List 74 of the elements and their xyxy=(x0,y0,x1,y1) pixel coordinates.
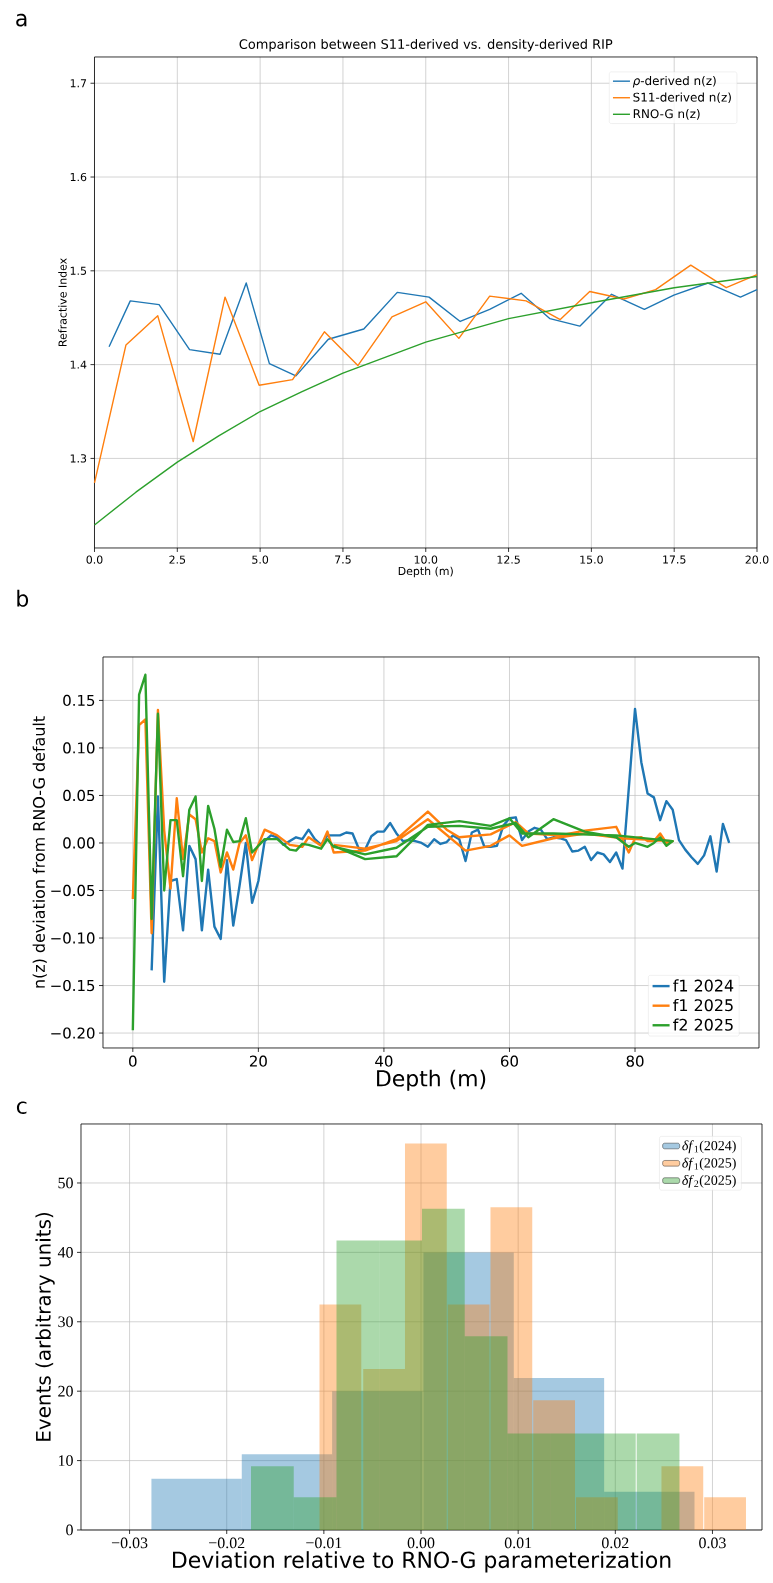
legend-label: f2 2025 xyxy=(673,1018,733,1031)
x-tick-label: 2.5 xyxy=(169,555,186,564)
x-tick-label: −0.01 xyxy=(306,1537,342,1549)
y-tick-label: −0.10 xyxy=(51,932,95,944)
line-series xyxy=(94,275,758,526)
line-series xyxy=(108,282,758,377)
bar xyxy=(379,1240,423,1530)
x-tick-label: 7.5 xyxy=(335,555,351,564)
x-tick-label: 40 xyxy=(375,1055,393,1067)
y-tick-label: 1.6 xyxy=(71,172,87,182)
bar xyxy=(336,1240,380,1530)
x-tick-label: 12.5 xyxy=(497,555,521,564)
text: b xyxy=(17,589,29,607)
y-tick-label: 1.3 xyxy=(71,454,87,463)
legend-label: δf$_{2}$(2025) xyxy=(682,1174,737,1188)
bar xyxy=(550,1433,594,1530)
x-tick-label: 15.0 xyxy=(580,555,604,564)
bar xyxy=(507,1433,551,1530)
x-tick-label: 0.03 xyxy=(699,1537,727,1549)
y-tick-label: 50 xyxy=(58,1177,74,1189)
line-series xyxy=(94,264,758,484)
y-tick-label: 20 xyxy=(58,1385,74,1397)
y-tick-label: 10 xyxy=(59,1455,74,1466)
x-axis-title: Deviation relative to RNO-G parameterization xyxy=(173,1551,671,1573)
legend-label: δf$_{1}$(2025) xyxy=(682,1157,737,1171)
bar xyxy=(704,1497,747,1530)
legend-label: RNO-G n(z) xyxy=(634,109,700,120)
y-tick-label: 0.15 xyxy=(63,694,95,707)
x-axis-title: Depth (m) xyxy=(377,1069,486,1091)
y-axis-title: Events (arbitrary units) xyxy=(35,1212,55,1441)
x-tick-label: 0.01 xyxy=(505,1537,532,1549)
x-tick-label: 0.00 xyxy=(407,1537,435,1549)
bar xyxy=(636,1433,680,1530)
legend-label: S11-derived n(z) xyxy=(633,92,732,104)
text: a xyxy=(16,13,27,27)
y-tick-label: 30 xyxy=(58,1316,74,1328)
x-tick-label: 0.02 xyxy=(602,1537,629,1549)
y-tick-label: −0.20 xyxy=(51,1027,95,1039)
y-tick-label: 0 xyxy=(66,1524,74,1536)
x-tick-label: 10.0 xyxy=(414,555,438,564)
x-tick-label: 0 xyxy=(129,1055,137,1067)
legend-label: ρ-derived n(z) xyxy=(633,75,716,88)
y-axis-title: Refractive Index xyxy=(58,258,67,346)
legend-label: f1 2024 xyxy=(673,979,734,992)
y-tick-label: 1.5 xyxy=(71,266,87,275)
y-axis-title: n(z) deviation from RNO-G default xyxy=(32,716,48,988)
y-tick-label: 0.00 xyxy=(63,837,95,849)
y-tick-label: 0.05 xyxy=(63,789,95,802)
x-tick-label: −0.03 xyxy=(112,1537,148,1549)
legend-label: δf$_{1}$(2024) xyxy=(682,1140,737,1154)
chart-title: Comparison between S11-derived vs. density-derived RIP xyxy=(239,38,613,52)
x-tick-label: 20.0 xyxy=(745,555,769,564)
bar xyxy=(593,1433,636,1530)
text: c xyxy=(17,1101,27,1115)
x-tick-label: −0.02 xyxy=(209,1537,245,1549)
x-axis-title: Depth (m) xyxy=(399,566,454,578)
x-tick-label: 80 xyxy=(626,1055,644,1067)
legend-label: f1 2025 xyxy=(673,998,733,1012)
x-tick-label: 0.0 xyxy=(86,555,103,564)
x-tick-label: 20 xyxy=(250,1055,268,1067)
y-tick-label: −0.05 xyxy=(51,884,95,897)
bar xyxy=(293,1497,337,1530)
bar xyxy=(251,1466,294,1530)
bar xyxy=(151,1478,243,1530)
x-tick-label: 60 xyxy=(501,1055,519,1067)
x-tick-label: 17.5 xyxy=(663,555,686,564)
y-tick-label: 1.4 xyxy=(71,360,87,369)
y-tick-label: −0.15 xyxy=(51,979,95,992)
bar xyxy=(464,1336,508,1530)
bar xyxy=(422,1208,465,1530)
y-tick-label: 1.7 xyxy=(71,79,87,88)
x-tick-label: 5.0 xyxy=(252,555,269,564)
y-tick-label: 0.10 xyxy=(63,742,95,754)
y-tick-label: 40 xyxy=(58,1247,74,1258)
